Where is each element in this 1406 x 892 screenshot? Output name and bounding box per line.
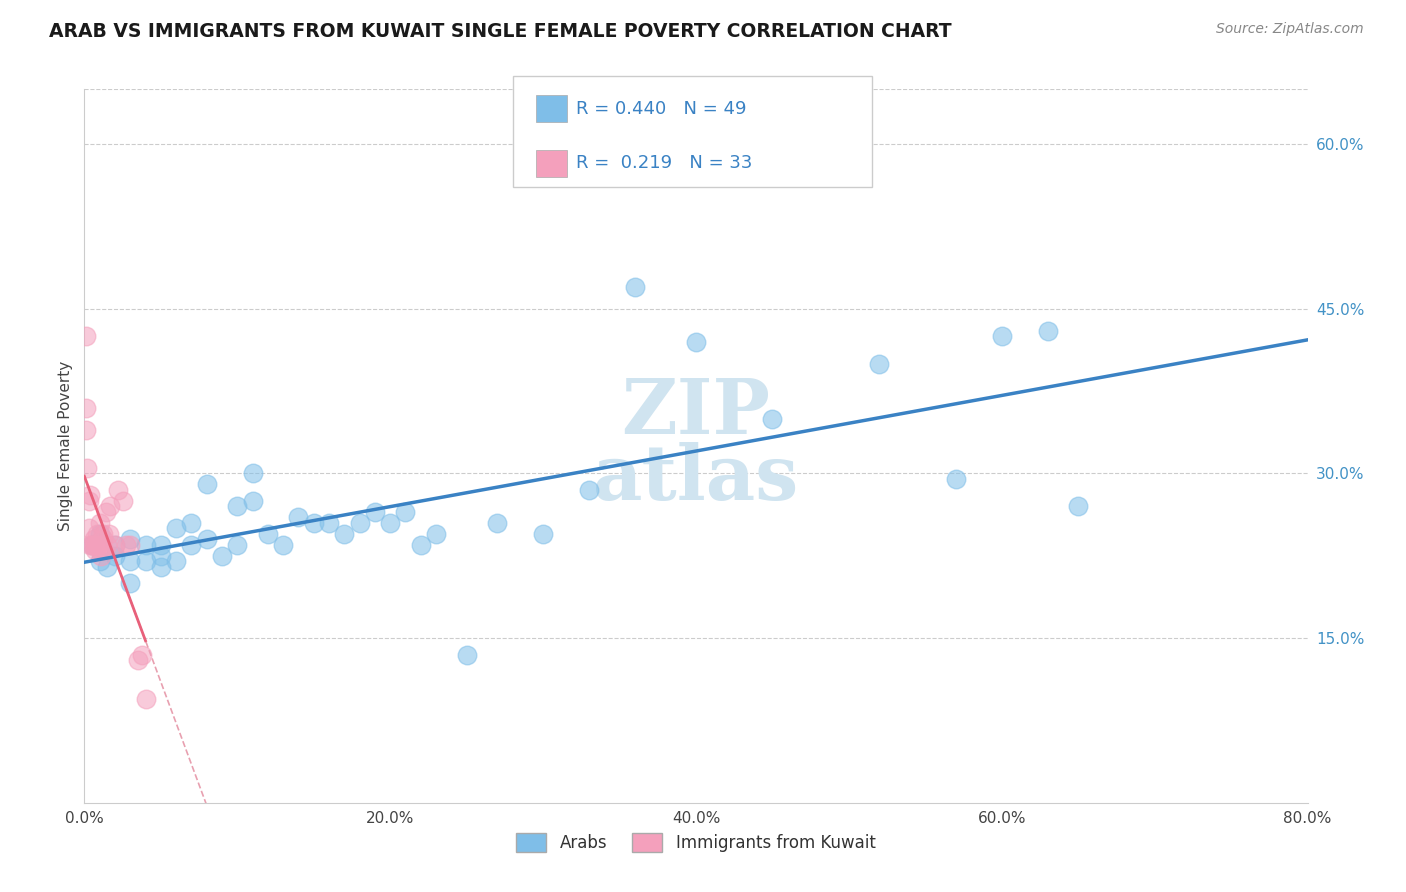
Point — [89, 543, 111, 558]
Point — [349, 516, 371, 530]
Point — [104, 549, 127, 563]
Point — [77, 521, 100, 535]
Point — [624, 280, 647, 294]
Point — [89, 554, 111, 568]
Point — [120, 533, 142, 547]
Point — [456, 648, 478, 662]
Point — [114, 538, 136, 552]
Point — [287, 510, 309, 524]
Point — [79, 488, 101, 502]
Point — [364, 505, 387, 519]
Point — [80, 538, 103, 552]
Point — [271, 538, 294, 552]
Point — [83, 538, 105, 552]
Point — [135, 691, 157, 706]
Point — [135, 554, 157, 568]
Point — [180, 538, 202, 552]
Point — [149, 559, 172, 574]
Point — [120, 576, 142, 591]
Text: R = 0.440   N = 49: R = 0.440 N = 49 — [576, 100, 747, 118]
Point — [98, 500, 121, 514]
Point — [75, 329, 97, 343]
Point — [226, 538, 249, 552]
Point — [425, 526, 447, 541]
Point — [89, 526, 111, 541]
Text: ZIP
atlas: ZIP atlas — [593, 376, 799, 516]
Point — [165, 554, 187, 568]
Point — [302, 516, 325, 530]
Point — [945, 472, 967, 486]
Text: R =  0.219   N = 33: R = 0.219 N = 33 — [576, 154, 752, 172]
Point — [76, 461, 98, 475]
Point — [79, 538, 101, 552]
Point — [77, 494, 100, 508]
Point — [394, 505, 416, 519]
Point — [165, 521, 187, 535]
Point — [180, 516, 202, 530]
Point — [96, 538, 118, 552]
Y-axis label: Single Female Poverty: Single Female Poverty — [58, 361, 73, 531]
Point — [104, 538, 127, 552]
Point — [96, 559, 118, 574]
Point — [93, 543, 115, 558]
Point — [1067, 500, 1090, 514]
Point — [104, 538, 127, 552]
Point — [75, 401, 97, 415]
Point — [91, 526, 114, 541]
Point — [83, 533, 105, 547]
Point — [149, 538, 172, 552]
Point — [75, 423, 97, 437]
Point — [94, 505, 117, 519]
Point — [131, 648, 153, 662]
Point — [991, 329, 1014, 343]
Point — [318, 516, 340, 530]
Point — [135, 538, 157, 552]
Point — [111, 494, 134, 508]
Text: Source: ZipAtlas.com: Source: ZipAtlas.com — [1216, 22, 1364, 37]
Point — [84, 543, 107, 558]
Legend: Arabs, Immigrants from Kuwait: Arabs, Immigrants from Kuwait — [510, 826, 882, 859]
Point — [333, 526, 356, 541]
Point — [89, 516, 111, 530]
Point — [1036, 324, 1059, 338]
Point — [409, 538, 432, 552]
Point — [91, 533, 114, 547]
Point — [120, 554, 142, 568]
Point — [486, 516, 509, 530]
Point — [84, 538, 107, 552]
Point — [87, 538, 110, 552]
Point — [380, 516, 402, 530]
Point — [86, 526, 108, 541]
Point — [195, 533, 218, 547]
Point — [242, 494, 264, 508]
Point — [80, 538, 103, 552]
Point — [242, 467, 264, 481]
Text: ARAB VS IMMIGRANTS FROM KUWAIT SINGLE FEMALE POVERTY CORRELATION CHART: ARAB VS IMMIGRANTS FROM KUWAIT SINGLE FE… — [49, 22, 952, 41]
Point — [211, 549, 233, 563]
Point — [226, 500, 249, 514]
Point — [761, 411, 783, 425]
Point — [685, 334, 707, 349]
Point — [90, 549, 112, 563]
Point — [149, 549, 172, 563]
Point — [869, 357, 891, 371]
Point — [257, 526, 280, 541]
Point — [531, 526, 554, 541]
Point — [97, 526, 120, 541]
Point — [127, 653, 149, 667]
Point — [120, 538, 142, 552]
Point — [107, 483, 129, 497]
Point — [195, 477, 218, 491]
Point — [578, 483, 600, 497]
